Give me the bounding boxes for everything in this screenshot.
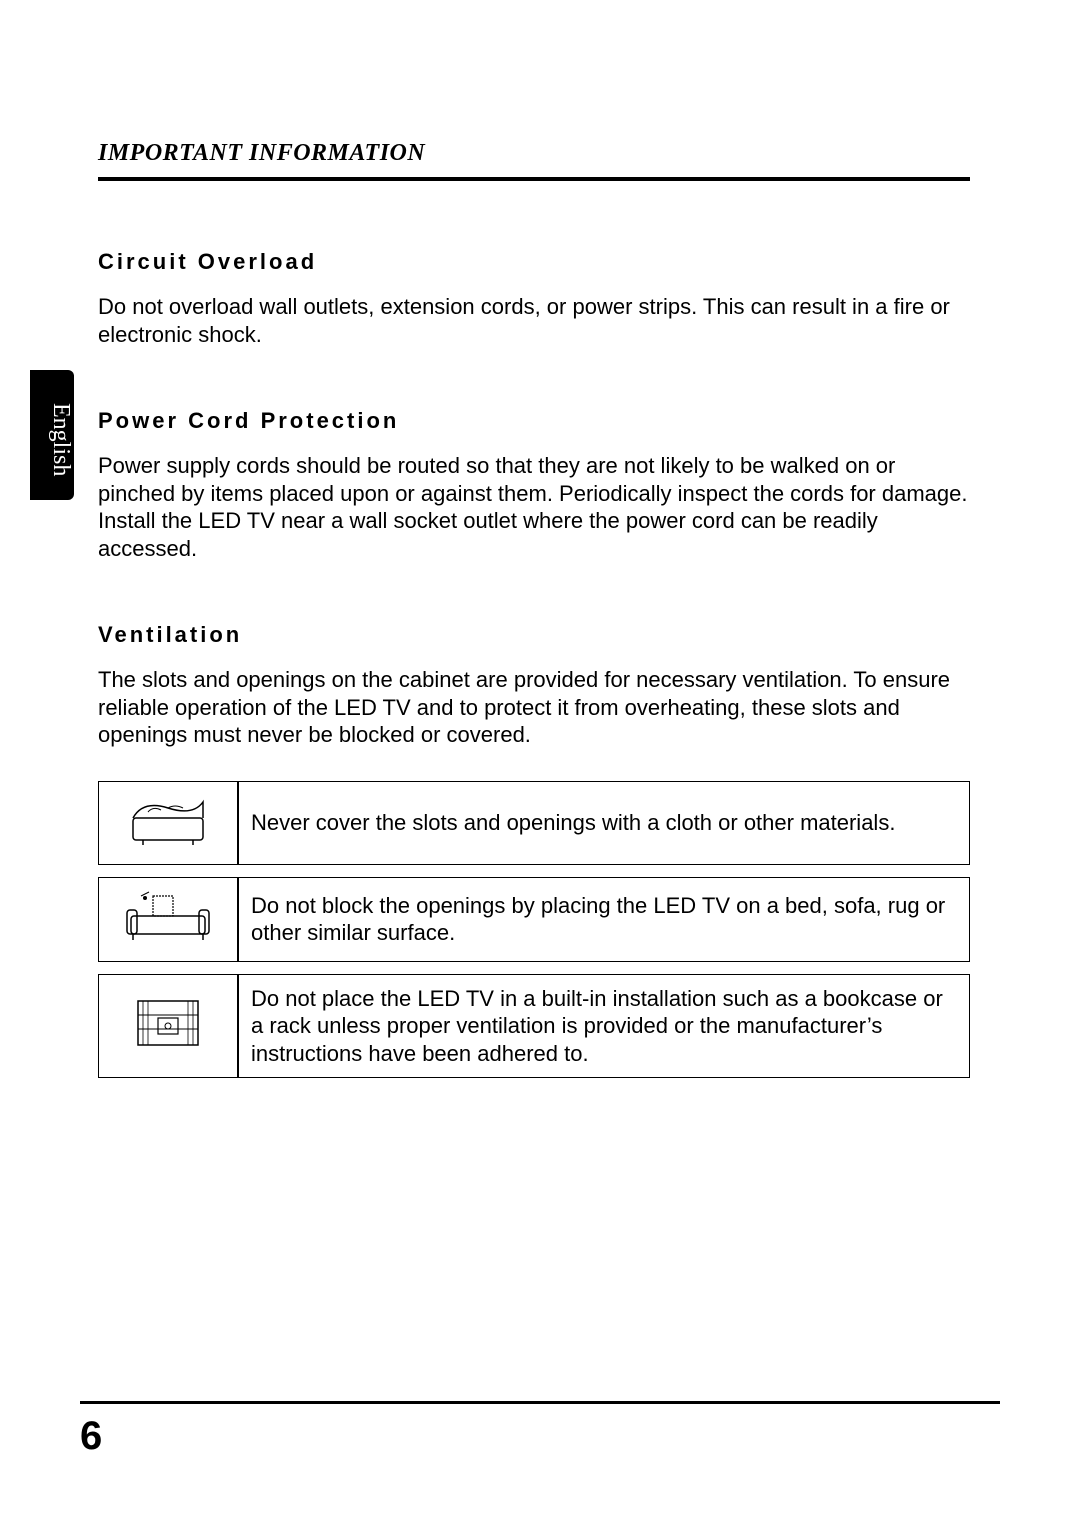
table-cell-text: Never cover the slots and openings with … [238, 781, 970, 866]
table-row: Do not place the LED TV in a built-in in… [98, 974, 970, 1079]
page-footer: 6 [80, 1401, 1000, 1459]
page-number: 6 [80, 1414, 1000, 1459]
cloth-cover-icon [98, 781, 238, 866]
header-rule [98, 177, 970, 181]
sofa-icon [98, 877, 238, 962]
page-content: IMPORTANT INFORMATION Circuit Overload D… [98, 140, 970, 1090]
footer-rule [80, 1401, 1000, 1404]
section-body-circuit-overload: Do not overload wall outlets, extension … [98, 293, 970, 348]
table-cell-text: Do not block the openings by placing the… [238, 877, 970, 962]
section-heading-ventilation: Ventilation [98, 622, 970, 648]
page-header-title: IMPORTANT INFORMATION [98, 140, 970, 175]
section-body-power-cord: Power supply cords should be routed so t… [98, 452, 970, 562]
language-tab: English [30, 370, 74, 500]
section-heading-circuit-overload: Circuit Overload [98, 249, 970, 275]
section-body-ventilation: The slots and openings on the cabinet ar… [98, 666, 970, 749]
section-heading-power-cord: Power Cord Protection [98, 408, 970, 434]
ventilation-table: Never cover the slots and openings with … [98, 769, 970, 1091]
table-row: Do not block the openings by placing the… [98, 877, 970, 962]
bookcase-icon [98, 974, 238, 1079]
table-row: Never cover the slots and openings with … [98, 781, 970, 866]
table-cell-text: Do not place the LED TV in a built-in in… [238, 974, 970, 1079]
